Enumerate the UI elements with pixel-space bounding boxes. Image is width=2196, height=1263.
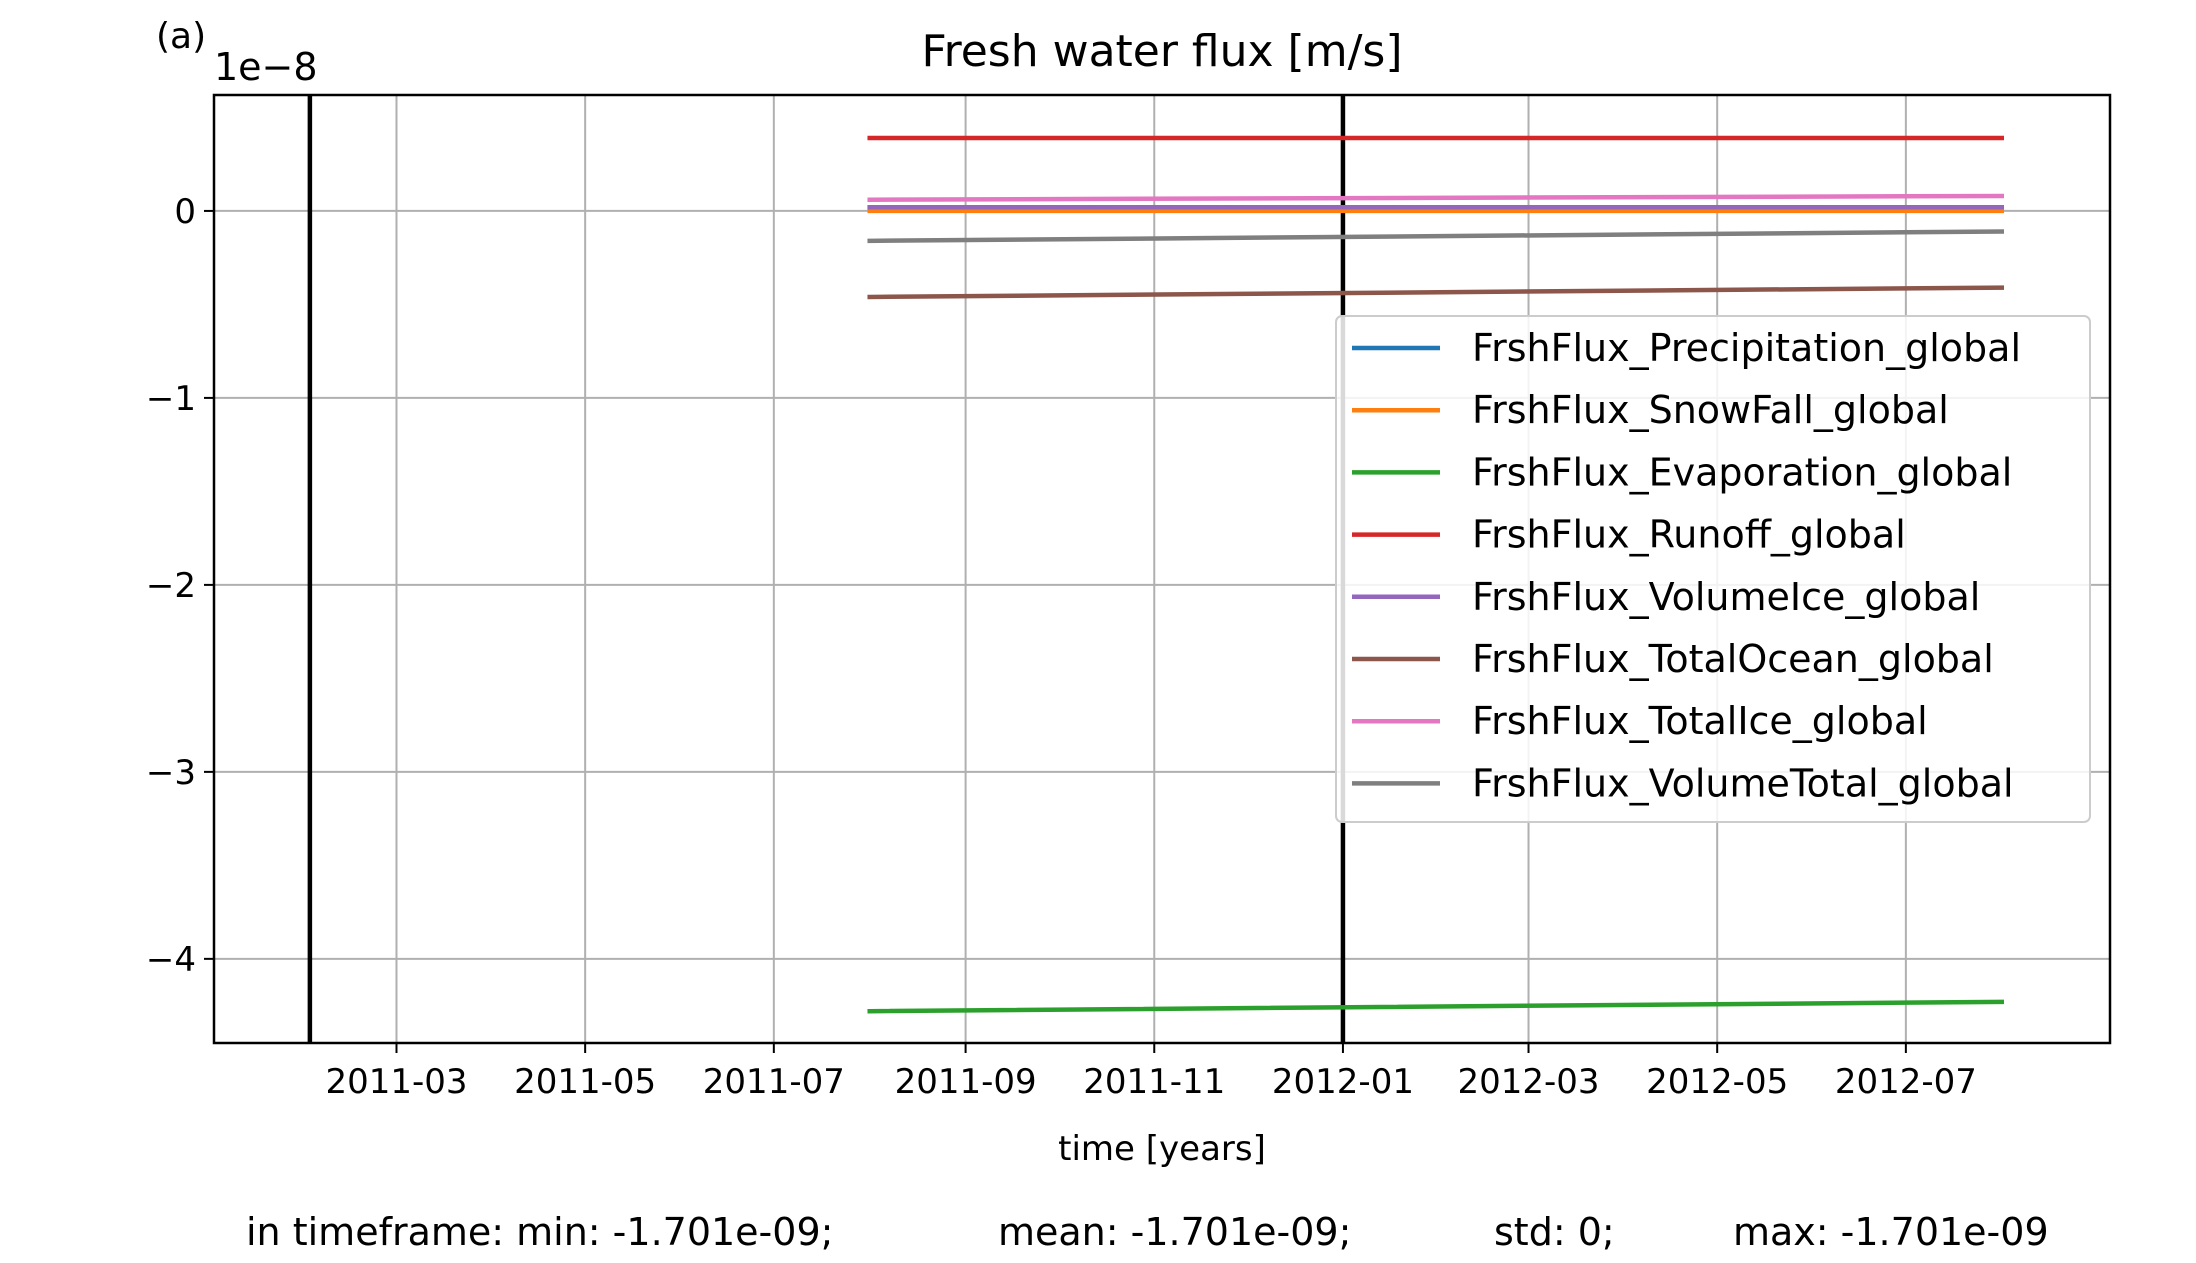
series-line bbox=[867, 193, 2005, 202]
x-tick-label: 2012-07 bbox=[1835, 1062, 1977, 1102]
series-layer bbox=[867, 135, 2005, 1014]
x-tick-label: 2011-09 bbox=[895, 1062, 1037, 1102]
legend-label: FrshFlux_VolumeTotal_global bbox=[1472, 761, 2014, 805]
x-tick-label: 2011-11 bbox=[1083, 1062, 1225, 1102]
x-tick-label: 2011-07 bbox=[703, 1062, 845, 1102]
legend-items: FrshFlux_Precipitation_global FrshFlux_Sn… bbox=[1352, 326, 2021, 805]
legend-label: FrshFlux_TotalIce_global bbox=[1472, 699, 1928, 743]
x-tick-label: 2011-03 bbox=[325, 1062, 467, 1102]
legend-label: FrshFlux_SnowFall_global bbox=[1472, 388, 1949, 432]
legend-label: FrshFlux_VolumeIce_global bbox=[1472, 575, 1980, 619]
x-tick-label: 2012-03 bbox=[1457, 1062, 1599, 1102]
y-tick-label: 0 bbox=[174, 192, 196, 232]
series-line bbox=[867, 285, 2005, 300]
x-tick-layer: 2011-03 2011-05 2011-07 2011-09 2011-11 2012-… bbox=[325, 1043, 1977, 1102]
x-axis-title: time [years] bbox=[1058, 1129, 1266, 1169]
series-line bbox=[867, 229, 2005, 244]
y-offset-label: 1e−8 bbox=[214, 45, 318, 89]
legend: FrshFlux_Precipitation_global FrshFlux_Sn… bbox=[1335, 315, 2091, 823]
x-tick-label: 2012-05 bbox=[1646, 1062, 1788, 1102]
y-tick-label: −3 bbox=[146, 753, 196, 793]
stat-max: max: -1.701e-09 bbox=[1733, 1210, 2049, 1254]
legend-label: FrshFlux_Evaporation_global bbox=[1472, 450, 2012, 494]
y-tick-label: −1 bbox=[146, 379, 196, 419]
legend-label: FrshFlux_TotalOcean_global bbox=[1472, 637, 1994, 681]
series-line bbox=[867, 999, 2005, 1014]
legend-box bbox=[1335, 315, 2091, 823]
legend-label: FrshFlux_Runoff_global bbox=[1472, 513, 1906, 557]
stat-std: std: 0; bbox=[1494, 1210, 1615, 1254]
x-tick-label: 2012-01 bbox=[1272, 1062, 1414, 1102]
stat-mean: mean: -1.701e-09; bbox=[998, 1210, 1351, 1254]
y-tick-layer: 0 −1 −2 −3 −4 bbox=[146, 192, 214, 980]
legend-label: FrshFlux_Precipitation_global bbox=[1472, 326, 2021, 370]
stat-min: in timeframe: min: -1.701e-09; bbox=[246, 1210, 833, 1254]
y-tick-label: −2 bbox=[146, 566, 196, 606]
panel-label: (a) bbox=[156, 16, 206, 57]
plot-area-frame bbox=[212, 93, 2112, 1045]
x-tick-label: 2011-05 bbox=[514, 1062, 656, 1102]
stats-footer: in timeframe: min: -1.701e-09; mean: -1.… bbox=[246, 1210, 2049, 1254]
y-tick-label: −4 bbox=[146, 940, 196, 980]
chart-title: Fresh water flux [m/s] bbox=[921, 26, 1402, 77]
